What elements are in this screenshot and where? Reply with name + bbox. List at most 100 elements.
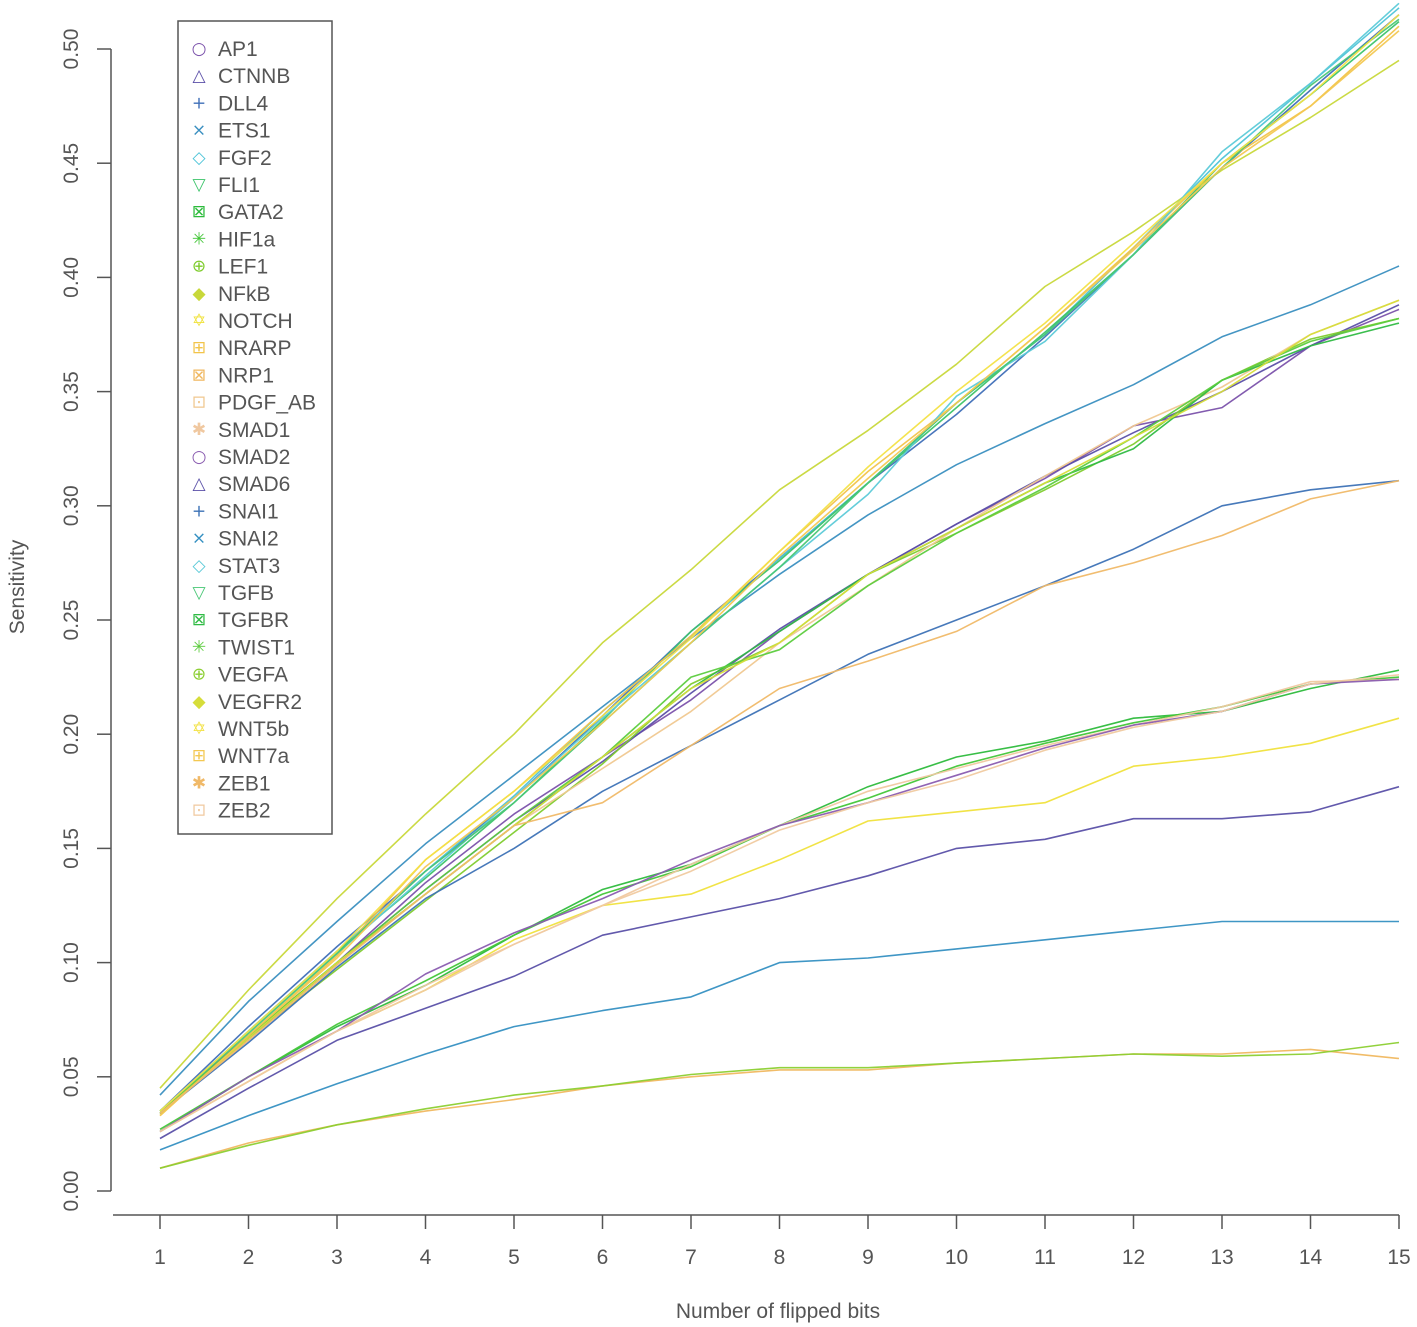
legend-item: ⊞ NRARP <box>192 337 292 360</box>
series-line-snai2 <box>159 920 1399 1151</box>
legend-label: NRARP <box>218 337 292 360</box>
y-tick-label: 0.15 <box>60 828 83 869</box>
legend-label: VEGFA <box>218 664 288 687</box>
legend-label: STAT3 <box>218 555 280 578</box>
legend-marker-icon: ✱ <box>192 420 206 440</box>
series-line-ets1 <box>159 265 1400 1096</box>
series-line-tgfb <box>159 18 1400 1112</box>
legend-item: ▽ TGFB <box>192 582 274 605</box>
legend-label: SMAD2 <box>218 446 290 469</box>
y-tick-label: 0.50 <box>60 29 83 70</box>
legend-marker-icon: × <box>192 529 206 549</box>
legend-label: TGFB <box>218 582 274 605</box>
legend-label: CTNNB <box>218 65 290 88</box>
series-line-zeb2 <box>159 674 1400 1133</box>
legend-label: SNAI1 <box>218 500 279 523</box>
legend-marker-icon: ○ <box>192 447 207 467</box>
x-tick-label: 5 <box>508 1246 520 1269</box>
legend-label: ZEB1 <box>218 772 271 795</box>
legend-label: NRP1 <box>218 364 274 387</box>
legend-item: ✱ SMAD1 <box>192 419 290 442</box>
legend-item: ◆ VEGFR2 <box>192 691 302 714</box>
legend-item: △ CTNNB <box>192 65 290 88</box>
legend-marker-icon: ✱ <box>192 773 206 793</box>
legend-item: + SNAI1 <box>192 500 279 523</box>
legend-item: × SNAI2 <box>192 528 279 551</box>
legend-marker-icon: ⊞ <box>192 338 206 358</box>
legend-marker-icon: ⊠ <box>192 365 206 385</box>
legend-label: ZEB2 <box>218 800 271 823</box>
series-line-hif1a <box>159 676 1400 1130</box>
y-tick-label: 0.10 <box>60 942 83 983</box>
legend-marker-icon: ⊕ <box>192 257 206 277</box>
legend-label: TGFBR <box>218 609 289 632</box>
series-line-tgfbr <box>159 322 1400 1114</box>
legend-label: VEGFR2 <box>218 691 302 714</box>
legend-marker-icon: ▽ <box>192 175 206 195</box>
y-tick-label: 0.00 <box>60 1171 83 1212</box>
legend-marker-icon: ⊡ <box>192 393 206 413</box>
legend-item: × ETS1 <box>192 120 271 143</box>
legend-item: ⊠ GATA2 <box>192 201 284 224</box>
legend-marker-icon: ◇ <box>192 148 206 168</box>
legend-marker-icon: ◆ <box>192 692 206 712</box>
x-tick-label: 11 <box>1034 1246 1056 1269</box>
legend-item: ⊕ LEF1 <box>192 256 268 279</box>
x-axis-title: Number of flipped bits <box>676 1300 880 1323</box>
legend-marker-icon: ◆ <box>192 284 206 304</box>
series-line-twist1 <box>159 317 1400 1114</box>
series-line-wnt5b <box>159 14 1400 1112</box>
legend-label: WNT7a <box>218 745 289 768</box>
legend-label: ETS1 <box>218 120 271 143</box>
legend-item: ⊡ ZEB2 <box>192 800 271 823</box>
legend-label: SMAD6 <box>218 473 290 496</box>
legend-item: ✡ NOTCH <box>192 310 293 333</box>
x-tick-label: 9 <box>862 1246 874 1269</box>
series-line-gata2 <box>159 669 1400 1133</box>
legend-item: ◇ STAT3 <box>192 555 280 578</box>
legend-marker-icon: △ <box>192 474 206 494</box>
legend-marker-icon: × <box>192 121 206 141</box>
series-line-smad2 <box>159 678 1400 1133</box>
series-line-snai1 <box>159 479 1400 1114</box>
legend-label: SMAD1 <box>218 419 290 442</box>
legend-items: ○ AP1 △ CTNNB + DLL4 × ETS1 ◇ FGF2 ▽ FLI1 ⊠ GATA2 ✳ HIF… <box>192 38 316 823</box>
legend-marker-icon: ◇ <box>192 556 206 576</box>
legend-marker-icon: ▽ <box>192 583 206 603</box>
series-line-pdgf-ab <box>159 299 1400 1114</box>
y-axis-title: Sensitivity <box>6 539 29 634</box>
y-tick-label: 0.45 <box>60 143 83 184</box>
series-line-lef1 <box>159 317 1400 1112</box>
legend-item: + DLL4 <box>192 92 269 115</box>
y-tick-label: 0.20 <box>60 714 83 755</box>
legend-label: AP1 <box>218 38 258 61</box>
legend-marker-icon: ✳ <box>192 637 206 657</box>
plot-lines <box>159 2 1400 1169</box>
legend-item: ◆ NFkB <box>192 283 270 306</box>
legend-label: LEF1 <box>218 256 268 279</box>
legend-label: FLI1 <box>218 174 260 197</box>
legend-box <box>177 20 333 835</box>
legend-marker-icon: ⊠ <box>192 610 206 630</box>
y-tick-label: 0.05 <box>60 1056 83 1097</box>
legend-item: ▽ FLI1 <box>192 174 260 197</box>
y-tick-label: 0.25 <box>60 600 83 641</box>
legend-marker-icon: ⊡ <box>192 801 206 821</box>
legend-marker-icon: ✡ <box>192 311 206 331</box>
legend-marker-icon: + <box>192 501 206 521</box>
series-line-smad1 <box>159 678 1400 1133</box>
legend-marker-icon: ✡ <box>192 719 206 739</box>
legend-item: ✳ TWIST1 <box>192 636 295 659</box>
x-tick-label: 13 <box>1210 1246 1233 1269</box>
y-tick-label: 0.30 <box>60 485 83 526</box>
x-tick-label: 8 <box>774 1246 786 1269</box>
legend-label: GATA2 <box>218 201 284 224</box>
legend-item: ⊠ NRP1 <box>192 364 274 387</box>
series-line-zeb1 <box>159 479 1400 1114</box>
legend-item: ⊕ VEGFA <box>192 664 288 687</box>
y-axis: 0.00 0.05 0.10 0.15 0.20 0.25 0.30 0.35 0.40 0.45… <box>60 29 112 1212</box>
legend-label: SNAI2 <box>218 528 279 551</box>
x-tick-label: 6 <box>597 1246 609 1269</box>
x-tick-label: 10 <box>945 1246 968 1269</box>
